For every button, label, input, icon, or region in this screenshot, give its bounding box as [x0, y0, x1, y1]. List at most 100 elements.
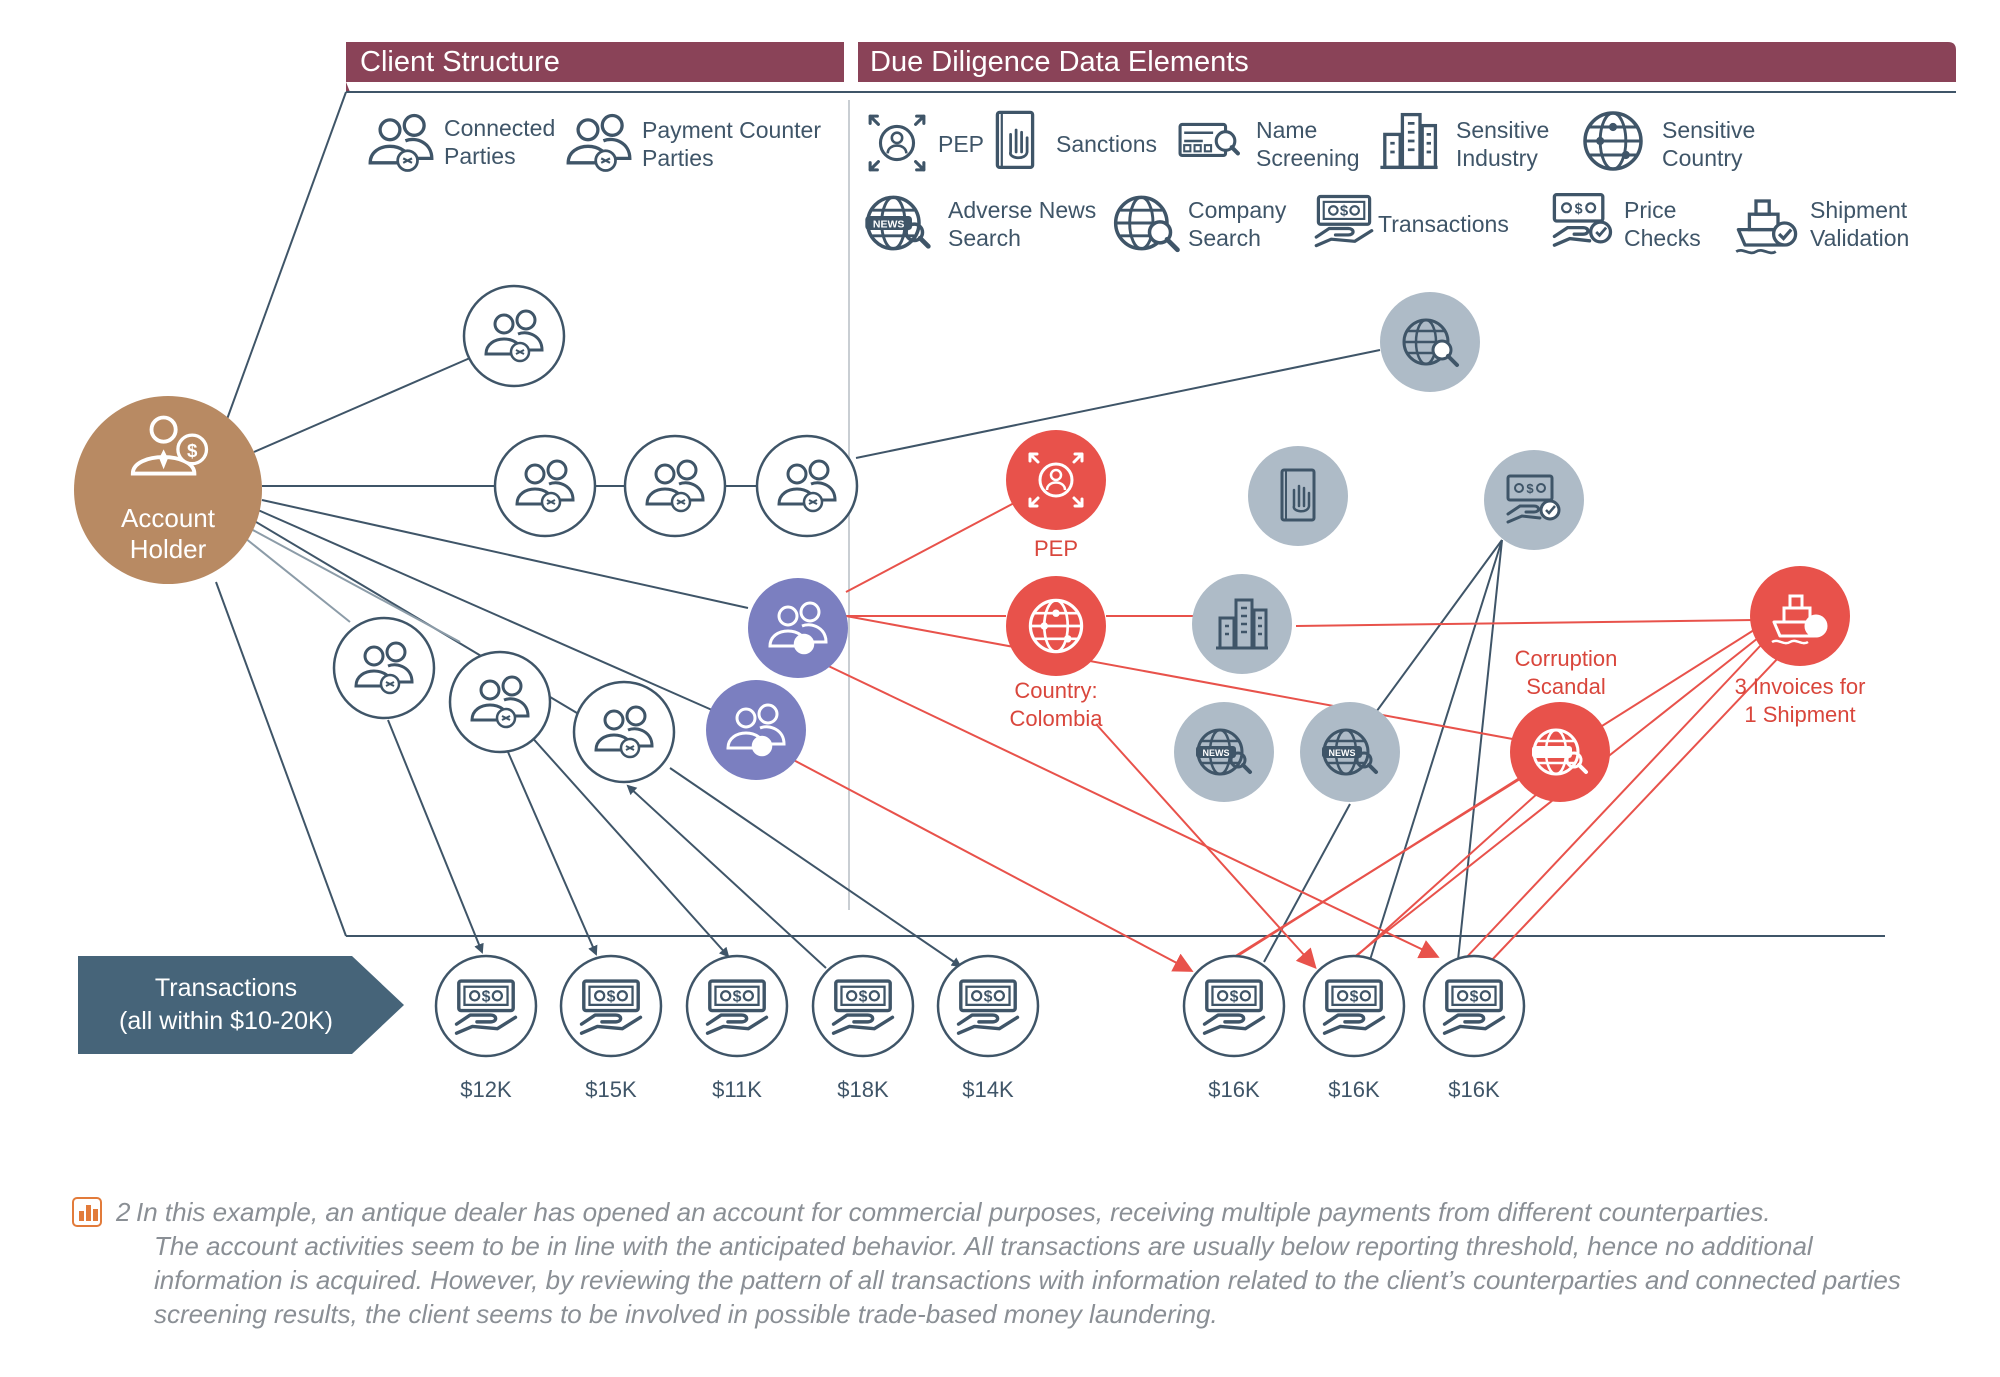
legend-name-screening: Name Screening — [1180, 117, 1360, 171]
legend-industry-line1: Sensitive — [1456, 117, 1549, 143]
country-label-line2: Colombia — [1010, 706, 1104, 731]
legend-company-line2: Search — [1188, 225, 1261, 251]
invoices-label-line1: 3 Invoices for — [1735, 674, 1866, 699]
legend-name-line1: Name — [1256, 117, 1317, 143]
adverse-news-icon — [865, 197, 928, 248]
transaction-node-8[interactable] — [1422, 954, 1526, 1058]
sensitive-industry-icon — [1378, 112, 1440, 170]
legend-company-line1: Company — [1188, 197, 1287, 223]
due-diligence-title: Due Diligence Data Elements — [870, 46, 1249, 78]
connected-parties-icon — [368, 113, 434, 173]
news-node-2[interactable] — [1300, 702, 1400, 802]
connected-party-node-1[interactable] — [493, 434, 597, 538]
red-links — [785, 501, 1781, 972]
account-holder-node[interactable]: Account Holder — [74, 396, 262, 584]
caption-line-3: information is acquired. However, by rev… — [154, 1265, 1901, 1295]
legend-payment-line2: Parties — [642, 145, 714, 171]
transaction-node-6[interactable] — [1182, 954, 1286, 1058]
legend-price-checks: Price Checks — [1552, 192, 1701, 251]
legend-price-line1: Price — [1624, 197, 1676, 223]
legend: Connected Parties Payment Counter Partie… — [368, 110, 1909, 255]
amount-6: $16K — [1208, 1077, 1260, 1102]
amount-1: $12K — [460, 1077, 512, 1102]
flagged-party-node-1[interactable] — [748, 578, 848, 678]
legend-connected-line2: Parties — [444, 143, 516, 169]
caption-line-1: In this example, an antique dealer has o… — [136, 1197, 1771, 1227]
client-structure-title: Client Structure — [360, 46, 560, 78]
legend-sanctions: Sanctions — [995, 110, 1157, 170]
country-node[interactable] — [1006, 576, 1106, 676]
due-diligence-header: Due Diligence Data Elements — [858, 42, 1956, 82]
transactions-icon — [1314, 194, 1374, 248]
chart-icon — [72, 1197, 102, 1227]
name-screening-icon — [1180, 124, 1238, 155]
counter-party-node-3[interactable] — [572, 680, 676, 784]
legend-sensitive-industry: Sensitive Industry — [1378, 112, 1549, 171]
amount-5: $14K — [962, 1077, 1014, 1102]
transaction-node-3[interactable] — [685, 954, 789, 1058]
legend-sensitive-country: Sensitive Country — [1583, 111, 1755, 171]
legend-transactions: Transactions — [1314, 194, 1509, 248]
pep-icon — [868, 114, 926, 172]
legend-pep-label: PEP — [938, 131, 984, 157]
amount-3: $11K — [712, 1077, 762, 1102]
corruption-label-line1: Corruption — [1515, 646, 1618, 671]
counter-party-node-1[interactable] — [332, 616, 436, 720]
legend-country-line1: Sensitive — [1662, 117, 1755, 143]
sanctions-node[interactable] — [1248, 446, 1348, 546]
legend-news-line1: Adverse News — [948, 197, 1096, 223]
legend-name-line2: Screening — [1256, 145, 1360, 171]
legend-payment-line1: Payment Counter — [642, 117, 821, 143]
caption-line-2: The account activities seem to be in lin… — [154, 1231, 1813, 1261]
transaction-nodes — [434, 954, 1526, 1058]
amount-4: $18K — [837, 1077, 889, 1102]
payment-counter-parties-icon — [566, 113, 632, 173]
corruption-label-line2: Scandal — [1526, 674, 1606, 699]
account-holder-line1: Account — [121, 503, 216, 533]
transaction-node-7[interactable] — [1302, 954, 1406, 1058]
amount-2: $15K — [585, 1077, 637, 1102]
legend-news-line2: Search — [948, 225, 1021, 251]
legend-price-line2: Checks — [1624, 225, 1701, 251]
counter-party-node-2[interactable] — [448, 650, 552, 754]
pep-node[interactable] — [1006, 430, 1106, 530]
sensitive-country-icon — [1583, 111, 1643, 171]
client-structure-header: Client Structure — [346, 42, 844, 92]
price-checks-icon — [1552, 192, 1613, 247]
legend-company-search: Company Search — [1116, 197, 1287, 251]
legend-industry-line2: Industry — [1456, 145, 1538, 171]
corruption-node[interactable] — [1510, 702, 1610, 802]
legend-sanctions-label: Sanctions — [1056, 131, 1157, 157]
amount-8: $16K — [1448, 1077, 1500, 1102]
price-check-node[interactable] — [1484, 450, 1584, 550]
news-node-1[interactable] — [1174, 702, 1274, 802]
industry-node[interactable] — [1192, 574, 1292, 674]
company-search-node[interactable] — [1380, 292, 1480, 392]
transaction-node-4[interactable] — [811, 954, 915, 1058]
connected-party-node-3[interactable] — [755, 434, 859, 538]
legend-country-line2: Country — [1662, 145, 1743, 171]
legend-connected-parties: Connected Parties — [368, 113, 555, 173]
legend-transactions-label: Transactions — [1378, 211, 1509, 237]
shipment-node[interactable] — [1750, 566, 1850, 666]
transaction-node-2[interactable] — [559, 954, 663, 1058]
transaction-node-1[interactable] — [434, 954, 538, 1058]
flagged-party-node-2[interactable] — [706, 680, 806, 780]
legend-shipment-validation: Shipment Validation — [1734, 197, 1909, 255]
country-label-line1: Country: — [1014, 678, 1097, 703]
legend-connected-line1: Connected — [444, 115, 555, 141]
invoices-label-line2: 1 Shipment — [1744, 702, 1855, 727]
account-holder-line2: Holder — [130, 534, 207, 564]
legend-shipment-line1: Shipment — [1810, 197, 1908, 223]
legend-shipment-line2: Validation — [1810, 225, 1909, 251]
transactions-banner-line1: Transactions — [155, 974, 297, 1002]
caption-number: 2 — [116, 1197, 131, 1227]
shipment-validation-icon — [1734, 199, 1798, 255]
connected-party-node-top[interactable] — [462, 284, 566, 388]
sanctions-icon — [995, 110, 1035, 170]
connected-party-node-2[interactable] — [623, 434, 727, 538]
legend-pep: PEP — [868, 114, 984, 172]
transaction-node-5[interactable] — [936, 954, 1040, 1058]
pep-node-label: PEP — [1034, 536, 1078, 561]
caption-line-4: screening results, the client seems to b… — [154, 1299, 1218, 1329]
